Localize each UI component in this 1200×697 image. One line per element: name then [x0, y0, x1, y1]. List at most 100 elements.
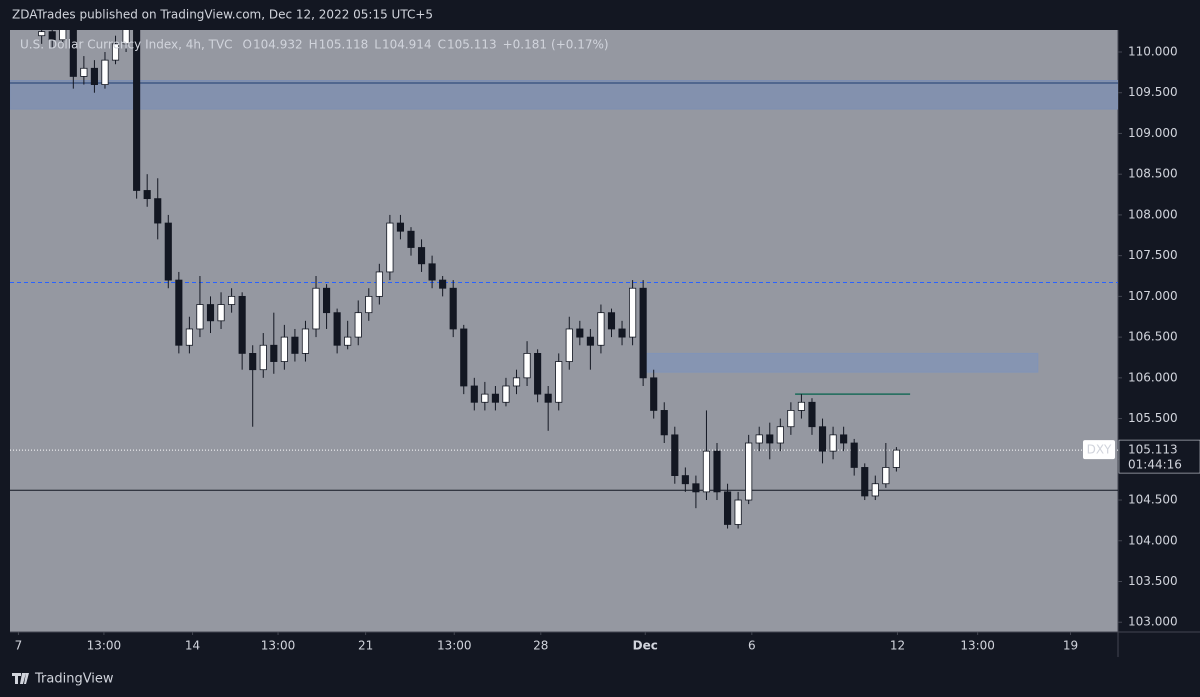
candle-body: [840, 434, 848, 444]
y-tick-label: 104.000: [1128, 533, 1178, 547]
candle-body: [650, 377, 658, 411]
y-tick-label: 105.500: [1128, 411, 1178, 425]
candle-body: [882, 467, 890, 485]
candle-body: [797, 401, 805, 411]
plot: [10, 30, 1118, 529]
candle-body: [555, 361, 563, 403]
ohlc-value: 105.113: [447, 38, 497, 52]
countdown-label: 01:44:16: [1128, 458, 1182, 472]
ohlc-value: 104.932: [253, 38, 303, 52]
candle-body: [460, 328, 468, 387]
x-tick-label: 19: [1063, 639, 1078, 653]
candle-body: [344, 336, 352, 346]
candle-body: [38, 31, 46, 37]
candle-body: [154, 198, 162, 224]
candle-body: [101, 59, 109, 85]
candle-body: [502, 385, 510, 403]
y-tick-label: 104.500: [1128, 493, 1178, 507]
x-tick-label: 7: [15, 639, 23, 653]
candle-body: [196, 304, 204, 330]
candle-body: [228, 295, 236, 305]
zone: [642, 352, 1039, 373]
y-tick-label: 110.000: [1128, 44, 1178, 58]
change: +0.181: [503, 38, 547, 52]
candle-body: [534, 353, 542, 395]
candle-body: [734, 499, 742, 525]
candle-body: [586, 336, 594, 346]
candle-body: [111, 43, 120, 61]
candle-body: [681, 475, 689, 485]
candle-body: [470, 385, 478, 403]
candle-body: [629, 287, 637, 338]
last-price-tag: [1118, 439, 1200, 474]
candle-body: [407, 230, 415, 248]
candle-body: [818, 426, 827, 452]
x-tick-label: 13:00: [261, 639, 296, 653]
ohlc-value: 105.118: [319, 38, 369, 52]
y-tick-label: 109.000: [1128, 126, 1178, 140]
candle-body: [491, 393, 499, 403]
ohlc-key: O: [243, 38, 252, 52]
candle-body: [396, 222, 405, 232]
x-tick-label: 13:00: [87, 639, 122, 653]
candle-body: [439, 279, 447, 289]
candle-body: [871, 483, 879, 497]
x-tick-label: Dec: [633, 639, 658, 653]
y-tick-label: 108.000: [1128, 207, 1178, 221]
candle-body: [745, 442, 753, 501]
candle-body: [301, 328, 310, 354]
candle-body: [713, 450, 721, 493]
candle-body: [312, 287, 320, 330]
y-tick-label: 107.000: [1128, 289, 1178, 303]
published-line: ZDATrades published on TradingView.com, …: [12, 8, 433, 22]
ohlc-legend: U.S. Dollar Currency Index, 4h, TVC O 104.…: [20, 38, 609, 52]
candle-body: [48, 31, 56, 41]
candle-body: [80, 67, 88, 77]
ohlc-value: 104.914: [382, 38, 432, 52]
x-tick-label: 6: [748, 639, 756, 653]
candle-body: [660, 410, 668, 436]
chart-title: U.S. Dollar Currency Index, 4h, TVC: [20, 38, 233, 52]
candle-body: [291, 336, 299, 354]
candle-body: [175, 279, 183, 346]
candle-body: [776, 426, 784, 444]
candle-body: [323, 287, 331, 314]
candle-body: [850, 442, 858, 468]
last-price-label: 105.113: [1128, 443, 1178, 457]
candle-body: [217, 304, 225, 322]
candle-body: [164, 222, 172, 281]
x-tick-label: 13:00: [960, 639, 995, 653]
y-tick-label: 103.000: [1128, 615, 1178, 629]
brand-logo: [12, 673, 29, 684]
y-tick-label: 109.500: [1128, 85, 1178, 99]
candle-body: [808, 401, 816, 428]
candle-body: [386, 222, 394, 273]
y-tick-label: 106.000: [1128, 370, 1178, 384]
plot-area: [10, 30, 1118, 632]
candle-body: [861, 467, 869, 497]
candle-body: [122, 30, 130, 45]
symbol-tag: [1083, 440, 1115, 460]
candle-body: [69, 30, 77, 77]
ohlc-key: C: [438, 38, 446, 52]
axes: 103.000103.500104.000104.500105.000105.5…: [15, 44, 1200, 653]
candle-body: [59, 30, 67, 41]
candle-body: [576, 328, 584, 338]
candle-body: [365, 295, 373, 314]
ohlc-key: L: [374, 38, 381, 52]
candle-body: [766, 434, 774, 444]
y-tick-label: 103.500: [1128, 574, 1178, 588]
candle-body: [375, 271, 383, 297]
candle-body: [565, 328, 573, 362]
candle-body: [723, 491, 732, 525]
candle-body: [270, 344, 278, 362]
candle-body: [428, 263, 436, 281]
candle-body: [481, 393, 489, 403]
candle-body: [702, 450, 711, 493]
x-tick-label: 14: [185, 639, 200, 653]
candle-body: [238, 295, 246, 354]
candle-body: [692, 483, 700, 493]
candle-body: [133, 30, 141, 191]
